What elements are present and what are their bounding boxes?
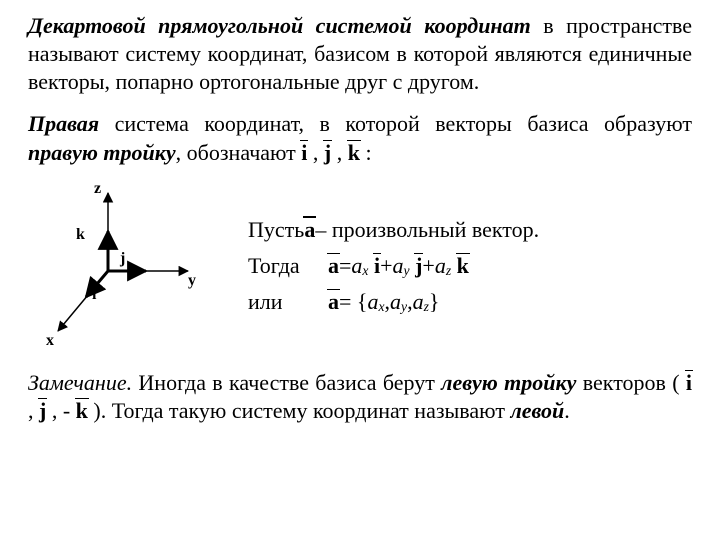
eqk: k	[457, 252, 469, 280]
p1: +	[380, 252, 392, 280]
paragraph-3: Замечание. Иногда в качестве базиса беру…	[28, 369, 692, 425]
vec-i: i	[301, 139, 307, 167]
p3-j: j	[39, 397, 46, 425]
mid-text-block: Пусть a – произвольный вектор. Тогда a =…	[198, 181, 692, 351]
eq: =	[339, 252, 351, 280]
paragraph-2: Правая система координат, в которой вект…	[28, 110, 692, 166]
ay2: a	[390, 288, 401, 316]
mid-line-2: Тогда a = axi + ayj + azk	[248, 252, 692, 280]
ml2a: Тогда	[248, 252, 328, 280]
vec-a-1: a	[304, 216, 315, 244]
eqj: j	[415, 252, 422, 280]
p1-term: Декартовой прямоугольной системой коорди…	[28, 13, 531, 38]
p3-k: k	[76, 397, 88, 425]
p3-f: левой	[510, 398, 564, 423]
ml1b: – произвольный вектор.	[315, 216, 539, 244]
sz: z	[446, 262, 451, 279]
p3-b: Иногда в качестве базиса берут	[132, 370, 441, 395]
sx2: x	[378, 298, 384, 315]
p2-d: , обозначают	[176, 140, 302, 165]
close: }	[429, 288, 440, 316]
sy: y	[404, 262, 410, 279]
p3-i: i	[686, 369, 692, 397]
mid-line-1: Пусть a – произвольный вектор.	[248, 216, 692, 244]
p3-s2: ,	[46, 398, 63, 423]
eqi: i	[374, 252, 380, 280]
mid-row: z y x k j i Пусть a – произвольный векто…	[28, 181, 692, 351]
vec-a-2: a	[328, 252, 339, 280]
open: = {	[339, 288, 367, 316]
axis-z-label: z	[94, 179, 101, 199]
paragraph-1: Декартовой прямоугольной системой коорди…	[28, 12, 692, 96]
sep2: ,	[331, 140, 348, 165]
unit-i-label: i	[92, 285, 96, 305]
p2: +	[422, 252, 434, 280]
vec-k: k	[348, 139, 360, 167]
coordinate-diagram: z y x k j i	[28, 181, 198, 351]
axis-x-label: x	[46, 331, 54, 351]
colon: :	[360, 140, 372, 165]
p3-c: левую тройку	[441, 370, 576, 395]
ml1a: Пусть	[248, 216, 304, 244]
p3-s1: ,	[28, 398, 39, 423]
p3-a: Замечание.	[28, 370, 132, 395]
vec-a-3: a	[328, 288, 339, 316]
az2: a	[413, 288, 424, 316]
ay: a	[393, 252, 404, 280]
ml3a: или	[248, 288, 328, 316]
p3-d: векторов (	[576, 370, 685, 395]
vec-j: j	[324, 139, 331, 167]
p2-b: система координат, в которой векторы баз…	[99, 111, 692, 136]
p2-a: Правая	[28, 111, 99, 136]
az: a	[435, 252, 446, 280]
sep1: ,	[307, 140, 324, 165]
axis-y-label: y	[188, 271, 196, 291]
sx: x	[362, 262, 368, 279]
mid-line-3: или a = { ax , ay , az }	[248, 288, 692, 316]
p3-g: .	[564, 398, 570, 423]
sy2: y	[401, 298, 407, 315]
ax2: a	[367, 288, 378, 316]
ax: a	[351, 252, 362, 280]
unit-j-label: j	[120, 249, 125, 269]
p2-c: правую тройку	[28, 140, 176, 165]
p3-e: ). Тогда такую систему координат называю…	[88, 398, 511, 423]
p3-neg: -	[63, 398, 76, 423]
unit-k-label: k	[76, 225, 85, 245]
sz2: z	[424, 298, 429, 315]
